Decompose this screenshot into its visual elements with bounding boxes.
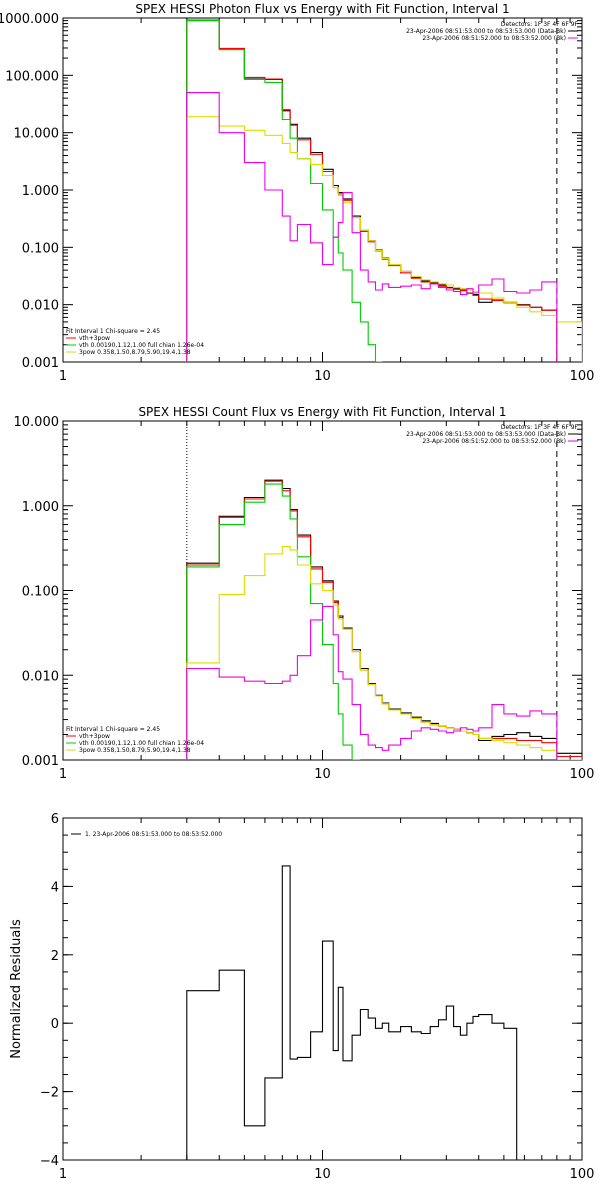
series-line-1 xyxy=(186,479,582,760)
y-tick-label: 0.001 xyxy=(22,356,59,371)
y-tick-label: 1000.000 xyxy=(0,12,59,27)
x-tick-label: 100 xyxy=(570,1167,595,1182)
legend-entry: 23-Apr-2006 08:51:53.000 to 08:53:53.000… xyxy=(406,431,566,438)
x-tick-label: 10 xyxy=(314,1167,331,1182)
x-tick-label: 100 xyxy=(570,767,595,782)
x-tick-label: 1 xyxy=(59,767,67,782)
x-tick-label: 1 xyxy=(59,369,67,384)
legend-fit-header: Fit Interval 1 Chi-square = 2.45 xyxy=(66,328,160,335)
legend-detectors: Detectors: 1F 3F 4F 6F 9F xyxy=(501,21,579,28)
y-tick-label: 0.010 xyxy=(22,669,59,684)
series-line-5 xyxy=(186,605,558,760)
y-tick-label: 0.100 xyxy=(22,585,59,600)
chart-1: SPEX HESSI Photon Flux vs Energy with Fi… xyxy=(0,2,594,384)
legend-entry: 23-Apr-2006 08:51:52.000 to 08:53:52.000… xyxy=(422,35,566,42)
y-axis-label: Normalized Residuals xyxy=(9,919,24,1059)
x-tick-label: 10 xyxy=(314,369,331,384)
y-tick-label: 2 xyxy=(51,949,59,964)
series-line-4 xyxy=(186,116,582,362)
x-tick-label: 100 xyxy=(570,369,595,384)
series-line-3 xyxy=(186,20,383,362)
series-line-2 xyxy=(186,480,582,760)
chart-title: SPEX HESSI Count Flux vs Energy with Fit… xyxy=(138,405,506,419)
legend-entry: vth+3pow xyxy=(79,335,110,342)
legend-entry: 1. 23-Apr-2006 08:51:53.000 to 08:53:52.… xyxy=(85,831,222,838)
y-tick-label: 1.000 xyxy=(22,500,59,515)
legend-entry: vth 0.00190,1.12,1.00 full chian 1.26e-0… xyxy=(79,342,204,349)
legend-detectors: Detectors: 1F 3F 4F 6F 9F xyxy=(501,424,579,431)
y-tick-label: −4 xyxy=(40,1154,59,1169)
series-line-4 xyxy=(186,546,582,760)
chart-title: SPEX HESSI Photon Flux vs Energy with Fi… xyxy=(135,2,509,16)
legend-entry: vth 0.00190,1.12,1.00 full chian 1.26e-0… xyxy=(79,740,204,747)
y-tick-label: 4 xyxy=(51,880,59,895)
legend-entry: 23-Apr-2006 08:51:53.000 to 08:53:53.000… xyxy=(406,28,566,35)
series-line-3 xyxy=(186,483,361,760)
legend-entry: vth+3pow xyxy=(79,733,110,740)
y-tick-label: 0.010 xyxy=(22,299,59,314)
chart-3: 1 10 100 −4 −2 0 2 4 6 Normalized Residuals 1. 23-… xyxy=(9,812,594,1182)
legend-fit-header: Fit Interval 1 Chi-square = 2.45 xyxy=(66,726,160,733)
y-tick-label: 0.100 xyxy=(22,241,59,256)
y-tick-label: 6 xyxy=(51,812,59,827)
chart-2: SPEX HESSI Count Flux vs Energy with Fit… xyxy=(14,405,595,782)
y-tick-label: 1.000 xyxy=(22,184,59,199)
legend-entry: 3pow 0.358,1.50,8.79,5.90,19.4,1.38 xyxy=(79,747,191,754)
series-line-2 xyxy=(186,19,558,362)
y-tick-label: 0.001 xyxy=(22,754,59,769)
y-tick-label: 10.000 xyxy=(14,415,60,430)
series-line-1 xyxy=(186,865,530,1160)
series-line-1 xyxy=(186,20,558,362)
y-tick-label: −2 xyxy=(40,1086,59,1101)
series-line-5 xyxy=(186,92,558,362)
y-tick-label: 10.000 xyxy=(14,127,60,142)
legend-entry: 3pow 0.358,1.50,8.79,5.90,19.4,1.38 xyxy=(79,349,191,356)
x-tick-label: 10 xyxy=(314,767,331,782)
y-tick-label: 100.000 xyxy=(5,69,59,84)
x-tick-label: 1 xyxy=(59,1167,67,1182)
y-tick-label: 0 xyxy=(51,1017,59,1032)
legend-entry: 23-Apr-2006 08:51:52.000 to 08:53:52.000… xyxy=(422,438,566,445)
